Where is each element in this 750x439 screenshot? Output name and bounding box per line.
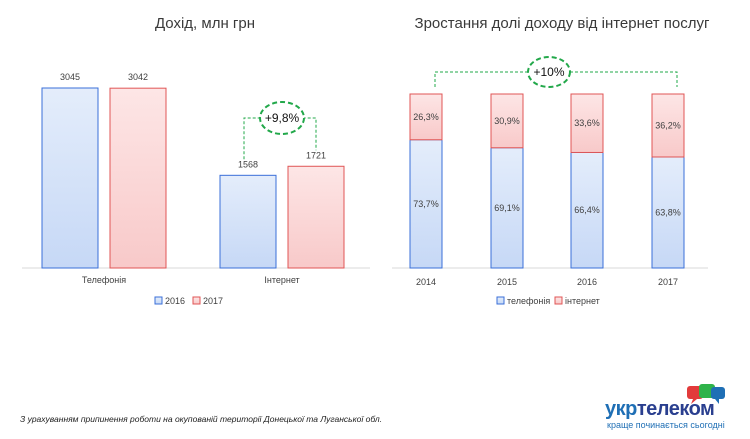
chart1-growth-badge <box>259 101 305 135</box>
chart2-growth-badge <box>527 56 571 88</box>
company-logo: укртелеком краще починається сьогодні <box>605 382 745 434</box>
chart2-bar-телефонія-2016 <box>570 151 604 269</box>
chart1-bar-2017-1 <box>287 165 345 269</box>
chart2-segment-label: 69,1% <box>494 203 520 213</box>
chart2-segment-label: 36,2% <box>655 120 681 130</box>
brand-part1: укр <box>605 398 637 420</box>
chart2-legend-swatch <box>496 296 505 305</box>
chart2-category-label: 2015 <box>497 277 517 287</box>
chart1-legend-swatch <box>192 296 201 305</box>
chart1-value-label: 3042 <box>128 72 148 82</box>
chart2-bar-інтернет-2017 <box>651 93 685 158</box>
chart1-bar-2016-0 <box>41 87 99 269</box>
chart2-segment-label: 66,4% <box>574 205 600 215</box>
speech-bubbles-icon <box>687 384 725 404</box>
chart2-bar-інтернет-2014 <box>409 93 443 141</box>
chart2-legend-label: інтернет <box>565 296 600 306</box>
chart1-legend-label: 2016 <box>165 296 185 306</box>
chart1-title: Дохід, млн грн <box>155 15 255 32</box>
chart2-bar-телефонія-2015 <box>490 147 524 269</box>
chart2-growth-text: +10% <box>533 65 564 79</box>
chart2-segment-label: 33,6% <box>574 118 600 128</box>
chart1-bar-2016-1 <box>219 174 277 269</box>
brand-slogan: краще починається сьогодні <box>607 420 725 430</box>
chart2-bar-телефонія-2014 <box>409 139 443 269</box>
chart1-bar-2017-0 <box>109 87 167 269</box>
chart1-value-label: 1721 <box>306 150 326 160</box>
chart2-bar-інтернет-2015 <box>490 93 524 149</box>
chart2-category-label: 2014 <box>416 277 436 287</box>
footnote: З урахуванням припинення роботи на окупо… <box>20 414 383 424</box>
chart2-legend-swatch <box>554 296 563 305</box>
chart2-bar-телефонія-2017 <box>651 156 685 269</box>
chart2-category-label: 2017 <box>658 277 678 287</box>
chart2-segment-label: 26,3% <box>413 112 439 122</box>
chart1-value-label: 1568 <box>238 159 258 169</box>
chart2-segment-label: 30,9% <box>494 116 520 126</box>
chart1-growth-text: +9,8% <box>265 111 300 125</box>
chart2-title: Зростання долі доходу від інтернет послу… <box>415 15 710 32</box>
chart1-category-label: Телефонія <box>82 275 126 285</box>
chart1-value-label: 3045 <box>60 72 80 82</box>
chart2-bar-інтернет-2016 <box>570 93 604 153</box>
chart2-legend-label: телефонія <box>507 296 550 306</box>
chart2-segment-label: 73,7% <box>413 199 439 209</box>
chart2-category-label: 2016 <box>577 277 597 287</box>
brand-part2: телеком <box>636 398 715 420</box>
brand-name: укртелеком <box>605 398 715 421</box>
chart2-segment-label: 63,8% <box>655 207 681 217</box>
chart1-category-label: Інтернет <box>264 275 299 285</box>
chart1-legend-swatch <box>154 296 163 305</box>
chart1-legend-label: 2017 <box>203 296 223 306</box>
